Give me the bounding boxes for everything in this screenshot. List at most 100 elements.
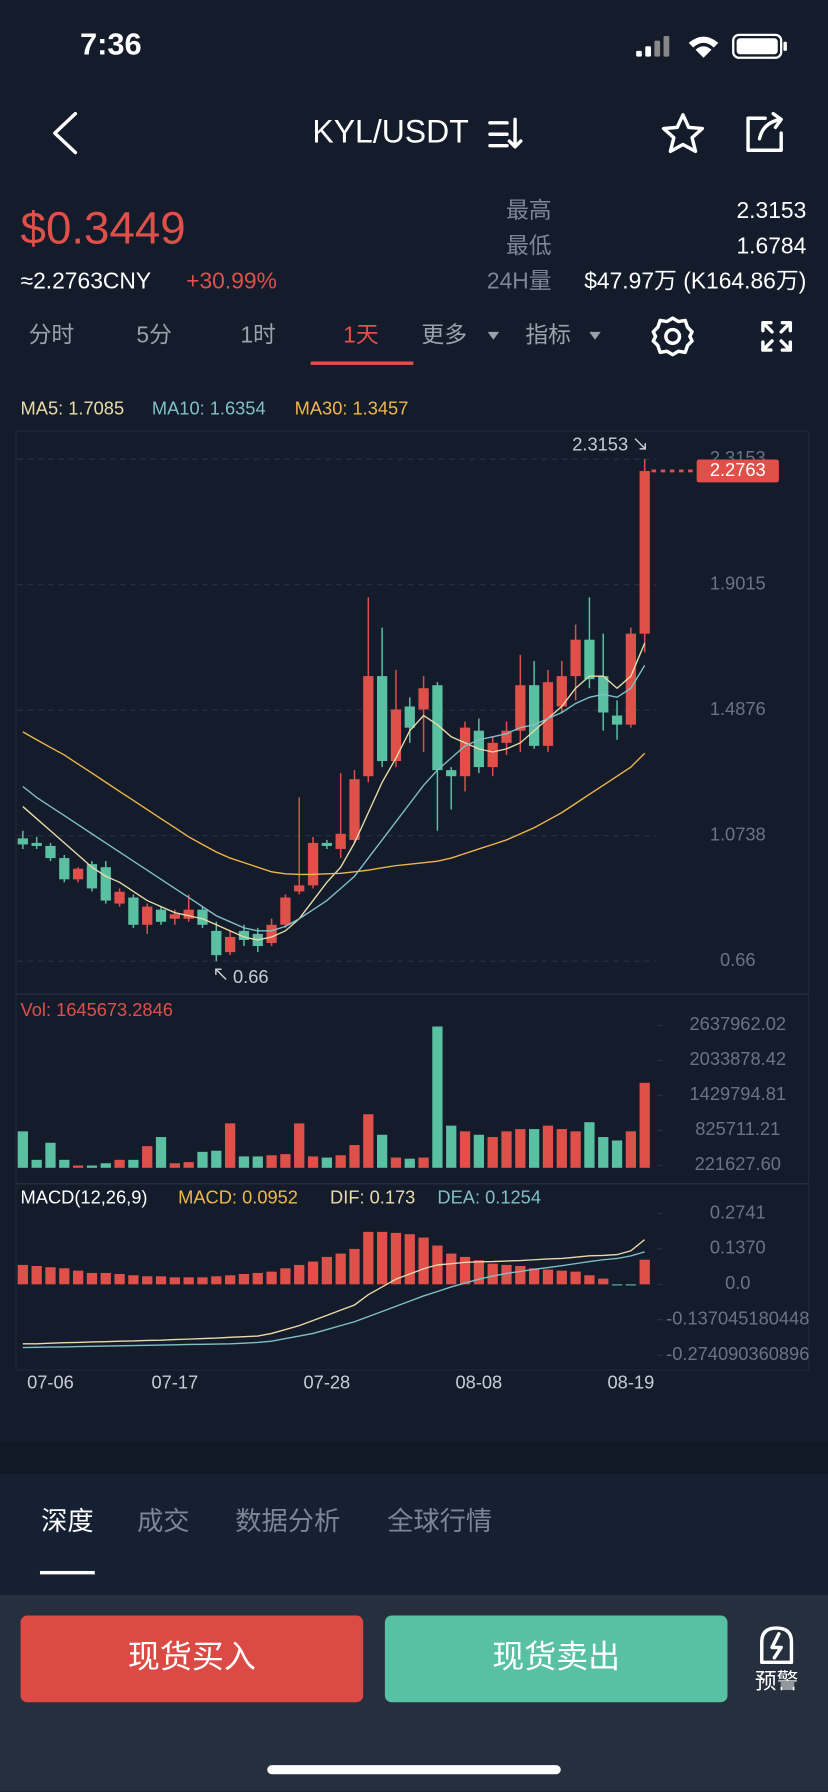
interval-tab-active[interactable]: 1天 <box>343 321 379 347</box>
x-tick-label: 08-19 <box>608 1371 655 1392</box>
ma-line <box>22 665 646 932</box>
macd-bar <box>155 1276 167 1285</box>
more-dropdown[interactable]: 更多 <box>421 321 467 347</box>
volume-bar <box>598 1137 609 1168</box>
pair-switch-icon[interactable] <box>488 117 523 149</box>
volume-bar <box>280 1154 291 1168</box>
candle-body <box>72 868 84 880</box>
status-time: 7:36 <box>80 26 142 61</box>
volume-bar <box>59 1159 70 1168</box>
detail-tab[interactable]: 全球行情 <box>387 1506 492 1536</box>
volume-bar <box>72 1165 84 1168</box>
volume-bar <box>432 1026 443 1168</box>
macd-bar <box>17 1264 28 1285</box>
candle-body <box>584 639 595 680</box>
macd-bar <box>376 1231 388 1285</box>
candle-body <box>639 470 650 634</box>
buy-button-label[interactable]: 现货买入 <box>128 1638 256 1674</box>
macd-bar <box>169 1277 180 1285</box>
candle-body <box>86 864 98 889</box>
volume-bar <box>446 1125 457 1168</box>
macd-bar <box>142 1276 153 1285</box>
candle-body <box>321 842 332 846</box>
candle-body <box>515 685 526 731</box>
volume-bar <box>404 1158 415 1168</box>
indicator-dropdown[interactable]: 指标 <box>525 321 571 347</box>
candle-body <box>169 914 180 919</box>
volume-bar <box>584 1122 595 1168</box>
volume-bar <box>570 1131 581 1168</box>
volume-bar <box>224 1123 236 1168</box>
volume-bar <box>611 1140 623 1168</box>
macd-bar <box>128 1275 139 1285</box>
high-marker: 2.3153 <box>572 433 628 454</box>
legend-entry: MA10: 1.6354 <box>152 397 266 418</box>
candle-body <box>266 924 277 944</box>
interval-tab[interactable]: 1时 <box>240 321 276 347</box>
candle-body <box>128 897 139 925</box>
x-tick-label: 07-17 <box>151 1371 198 1392</box>
candle-body <box>501 730 512 743</box>
volume-bar <box>211 1150 222 1168</box>
volume-bar <box>459 1131 471 1168</box>
macd-bar <box>114 1273 125 1285</box>
volume-bar <box>390 1157 402 1168</box>
macd-bar <box>418 1237 429 1285</box>
share-button[interactable] <box>746 111 783 152</box>
macd-bar <box>404 1234 415 1285</box>
macd-bar <box>639 1259 650 1285</box>
home-indicator <box>267 1765 561 1775</box>
candle-body <box>45 845 56 859</box>
candle-body <box>294 885 305 892</box>
section-gap <box>0 1441 828 1474</box>
volume-bar <box>515 1129 526 1168</box>
sell-button-label[interactable]: 现货卖出 <box>492 1638 620 1674</box>
y-tick-label: -0.274090360896 <box>666 1343 809 1364</box>
macd-bar <box>556 1270 567 1285</box>
alert-icon[interactable] <box>760 1626 794 1665</box>
candle-body <box>224 936 236 953</box>
macd-bar <box>390 1232 402 1285</box>
candle-body <box>114 891 125 904</box>
stat-label: 最低 <box>506 232 552 258</box>
macd-bar <box>72 1270 84 1285</box>
detail-tab[interactable]: 数据分析 <box>235 1506 340 1536</box>
pair-title[interactable]: KYL/USDT <box>312 114 468 150</box>
x-tick-label: 08-08 <box>456 1371 503 1392</box>
settings-button[interactable] <box>651 316 694 357</box>
volume-bar <box>625 1131 637 1168</box>
macd-bar <box>45 1267 56 1285</box>
fullscreen-button[interactable] <box>761 320 793 352</box>
candle-body <box>349 779 360 840</box>
stat-label: 24H量 <box>487 268 552 294</box>
macd-bar <box>501 1264 512 1285</box>
volume-bar <box>542 1125 554 1168</box>
volume-bar <box>487 1137 498 1168</box>
alert-label[interactable]: 预警 <box>755 1669 798 1694</box>
candle-body <box>404 706 415 728</box>
interval-tab[interactable]: 分时 <box>29 321 75 347</box>
macd-bar <box>183 1277 194 1285</box>
interval-tab[interactable]: 5分 <box>136 321 172 347</box>
candle-body <box>155 909 167 922</box>
chart-frame <box>15 430 810 1371</box>
macd-bar <box>363 1231 374 1285</box>
sell-button[interactable] <box>384 1615 728 1703</box>
macd-bar <box>335 1253 346 1285</box>
candle-body <box>625 633 637 725</box>
y-tick-label: 0.0 <box>725 1272 750 1293</box>
macd-bar <box>570 1271 581 1285</box>
last-price: $0.3449 <box>21 202 186 253</box>
stat-value: $47.97万 (K164.86万) <box>584 268 806 294</box>
macd-line <box>22 1239 646 1345</box>
buy-button[interactable] <box>20 1615 364 1703</box>
candle-body <box>59 858 70 880</box>
detail-tab[interactable]: 成交 <box>137 1506 190 1536</box>
detail-tab-active[interactable]: 深度 <box>41 1506 94 1536</box>
status-icons <box>636 33 787 59</box>
y-tick-label: 2033878.42 <box>690 1048 787 1069</box>
favorite-button[interactable] <box>661 113 705 154</box>
macd-bar <box>584 1275 595 1285</box>
y-tick-label: 2637962.02 <box>690 1013 787 1034</box>
back-button[interactable] <box>53 111 78 155</box>
